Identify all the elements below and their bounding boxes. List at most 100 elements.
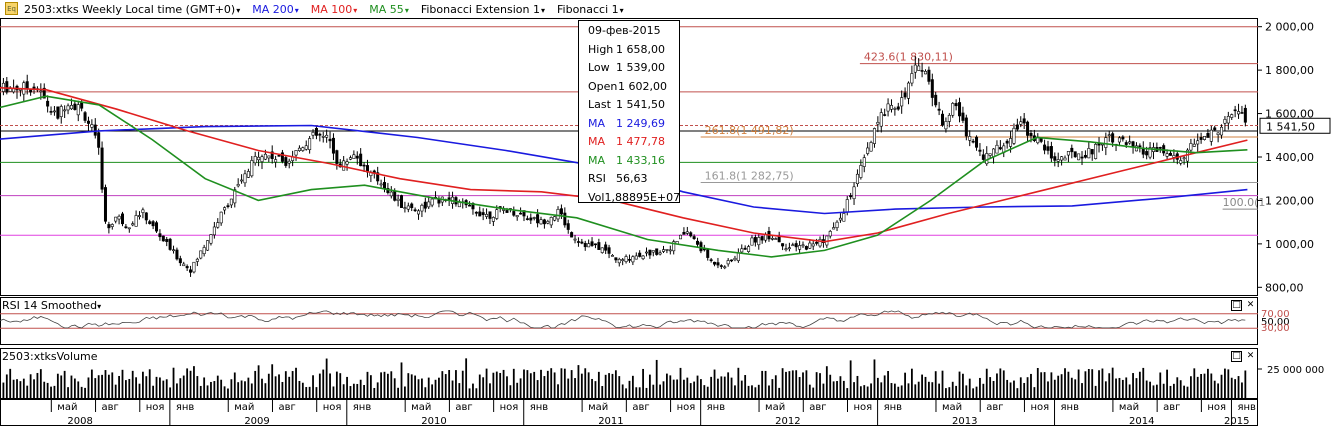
volume-bar (271, 364, 274, 398)
volume-bar (94, 378, 97, 398)
candle-body (672, 241, 676, 252)
volume-bar (819, 373, 821, 398)
candle-body (5, 81, 9, 93)
volume-bar (873, 359, 876, 398)
candle-body (66, 105, 70, 111)
volume-bar (138, 383, 141, 398)
candle-body (791, 244, 795, 247)
chevron-down-icon: ▾ (619, 5, 624, 15)
ma55-dropdown[interactable]: MA 55▾ (369, 3, 409, 16)
candle-body (709, 259, 713, 261)
candle-body (862, 157, 866, 167)
candle-body (1237, 111, 1241, 115)
volume-bar (441, 371, 444, 398)
candle-body (542, 219, 546, 225)
volume-bar (1166, 369, 1168, 398)
candle-body (1243, 107, 1247, 123)
candle-body (178, 258, 182, 264)
volume-bar (29, 374, 32, 398)
volume-bar (696, 375, 699, 398)
volume-bar (499, 372, 502, 398)
volume-bar (322, 369, 325, 398)
volume-bar (846, 388, 849, 398)
volume-bar (1009, 382, 1012, 398)
tooltip-value: 1 541,50 (616, 98, 665, 112)
volume-bar (1230, 377, 1233, 398)
candle-body (655, 248, 659, 255)
month-label: янв (707, 402, 726, 413)
year-label: 2014 (1129, 416, 1154, 427)
candle-body (437, 198, 441, 204)
volume-bar (19, 381, 22, 398)
candle-body (124, 226, 128, 229)
volume-bar (349, 386, 352, 398)
symbol-dropdown[interactable]: 2503:xtks Weekly Local time (GMT+0)▾ (24, 3, 240, 16)
volume-bar (1179, 380, 1182, 398)
volume-bar (376, 382, 379, 398)
volume-bar (227, 388, 229, 398)
volume-bar (475, 388, 478, 398)
candle-body (522, 210, 526, 217)
volume-bar (1196, 376, 1199, 398)
candle-body (42, 87, 46, 99)
y-tick-label: 1 600,00 (1265, 108, 1314, 121)
price-pane-frame (0, 18, 1258, 296)
candle-body (934, 94, 938, 106)
volume-bar (9, 368, 12, 398)
volume-bar (951, 381, 954, 398)
volume-bar (179, 378, 182, 398)
candle-body (760, 236, 764, 241)
rsi-pane-title[interactable]: RSI 14 Smoothed▾ (2, 299, 101, 312)
close-icon[interactable]: ✕ (1246, 351, 1255, 361)
maximize-icon[interactable]: □ (1231, 351, 1242, 362)
fib-extension-dropdown[interactable]: Fibonacci Extension 1▾ (421, 3, 545, 16)
volume-bar (802, 372, 804, 398)
volume-bar (825, 366, 828, 398)
candle-body (39, 90, 43, 93)
candle-body (648, 249, 652, 256)
volume-bar (121, 369, 124, 398)
ma200-dropdown[interactable]: MA 200▾ (252, 3, 299, 16)
candle-body (277, 155, 281, 157)
volume-bar (206, 385, 209, 398)
candle-body (668, 249, 672, 252)
volume-bar (638, 387, 641, 398)
volume-bar (128, 378, 131, 398)
volume-bar (791, 370, 794, 398)
volume-bar (989, 377, 992, 398)
volume-bar (404, 386, 406, 398)
volume-bar (84, 387, 86, 398)
candle-body (532, 217, 536, 219)
volume-bar (182, 375, 185, 398)
volume-bar (1149, 381, 1151, 398)
close-icon[interactable]: ✕ (1246, 300, 1255, 310)
candle-body (362, 164, 366, 167)
volume-bar (63, 370, 66, 398)
ma100-dropdown[interactable]: MA 100▾ (311, 3, 358, 16)
fibonacci-dropdown[interactable]: Fibonacci 1▾ (557, 3, 624, 16)
maximize-icon[interactable]: □ (1231, 300, 1242, 311)
candle-body (161, 235, 165, 242)
volume-bar (734, 385, 736, 398)
month-label: ноя (677, 402, 696, 413)
candle-body (1080, 156, 1084, 159)
candle-body (525, 218, 529, 220)
volume-bar (5, 374, 8, 398)
month-label: янв (530, 402, 549, 413)
volume-bar (1176, 377, 1179, 398)
month-label: май (588, 402, 608, 413)
candle-body (1226, 116, 1230, 124)
candle-body (151, 221, 155, 227)
volume-bar (730, 377, 733, 398)
volume-bar (563, 368, 566, 398)
volume-bar (77, 381, 80, 398)
volume-bar (1023, 382, 1026, 398)
volume-bar (1115, 378, 1117, 398)
volume-bar (335, 371, 338, 398)
candle-body (855, 173, 859, 184)
candle-body (743, 247, 747, 250)
volume-bar (1084, 371, 1087, 398)
candle-body (927, 69, 931, 82)
candle-body (263, 153, 267, 160)
